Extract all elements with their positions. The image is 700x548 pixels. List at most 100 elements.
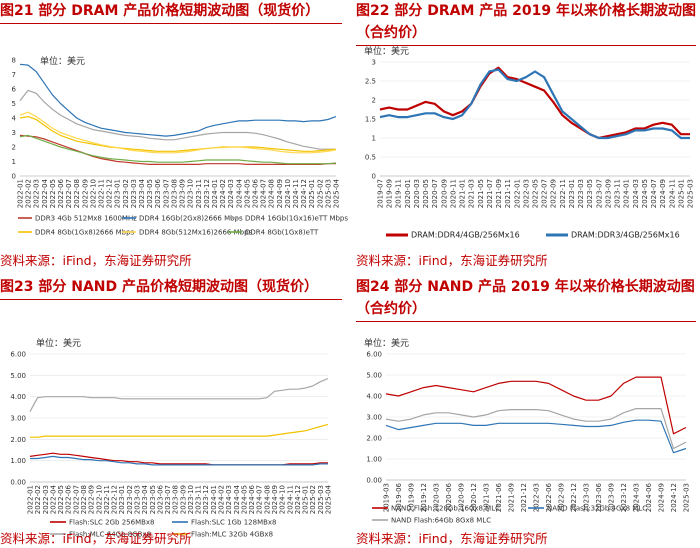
x-tick-label: 2023-11 (195, 485, 203, 514)
x-tick-label: 2022-06 (65, 484, 73, 514)
x-tick-label: 2020-03 (433, 483, 441, 512)
x-tick-label: 2023-01 (568, 179, 576, 208)
y-tick-label: 6 (12, 86, 17, 94)
x-tick-label: 2023-11 (614, 179, 622, 208)
x-tick-label: 2022-02 (34, 485, 42, 514)
x-tick-label: 2022-03 (33, 179, 41, 208)
x-tick-label: 2024-01 (211, 179, 219, 208)
y-tick-label: 5.00 (10, 372, 26, 380)
x-tick-label: 2023-12 (620, 483, 628, 512)
y-tick-label: 0.5 (365, 154, 376, 162)
x-tick-label: 2021-03 (483, 483, 491, 512)
legend-label: NAND Flash:128Gb 16Gx8 MLC (391, 505, 500, 513)
source-note: 资料来源：iFind，东海证券研究所 (356, 253, 548, 268)
y-tick-label: 1.00 (366, 456, 382, 464)
legend-label: Flash:MLC 64Gb 8GBx8 (69, 531, 151, 539)
x-tick-label: 2023-09 (179, 179, 187, 208)
x-tick-label: 2024-12 (670, 483, 678, 512)
x-tick-label: 2021-07 (486, 179, 494, 208)
x-tick-label: 2023-02 (122, 179, 130, 208)
x-tick-label: 2025-02 (316, 179, 324, 208)
unit-label: 单位：美元 (36, 337, 81, 349)
x-tick-label: 2019-03 (383, 483, 391, 512)
x-tick-label: 2023-06 (154, 178, 162, 208)
x-tick-label: 2022-04 (41, 178, 49, 208)
legend-label: DDR4 8Gb(1Gx8)2666 Mbps (35, 229, 135, 237)
y-tick-label: 4 (12, 115, 17, 123)
x-tick-label: 2024-07 (260, 179, 268, 208)
x-tick-label: 2023-09 (608, 483, 616, 512)
x-tick-label: 2022-12 (111, 485, 119, 514)
y-tick-label: 3.00 (10, 415, 26, 423)
series-line-1 (19, 134, 336, 166)
x-tick-label: 2023-03 (583, 483, 591, 512)
x-tick-label: 2022-12 (106, 179, 114, 208)
x-tick-label: 2022-12 (570, 483, 578, 512)
x-tick-label: 2022-07 (541, 179, 549, 208)
x-tick-label: 2022-05 (49, 179, 57, 208)
legend-label: DRAM:DDR4/4GB/256Mx16 (411, 231, 520, 240)
y-tick-label: 1.00 (10, 457, 26, 465)
y-tick-label: 2.00 (10, 436, 26, 444)
y-tick-label: 5.00 (366, 372, 382, 380)
y-tick-label: 0 (372, 173, 376, 181)
x-tick-label: 2023-04 (141, 484, 149, 514)
x-tick-label: 2020-03 (413, 179, 421, 208)
x-tick-label: 2025-01 (302, 485, 310, 514)
x-tick-label: 2020-09 (458, 483, 466, 512)
y-tick-label: 3.00 (366, 414, 382, 422)
x-tick-label: 2024-01 (210, 485, 218, 514)
x-tick-label: 2023-07 (164, 485, 172, 514)
x-tick-label: 2025-03 (317, 485, 325, 514)
x-tick-label: 2022-03 (42, 485, 50, 514)
y-tick-label: 5 (12, 100, 16, 108)
y-tick-label: 0 (12, 173, 16, 181)
x-tick-label: 2025-03 (324, 179, 332, 208)
x-tick-label: 2022-10 (95, 485, 103, 514)
y-tick-label: 3 (12, 129, 16, 137)
x-tick-label: 2023-08 (172, 485, 180, 514)
y-tick-label: 2.00 (366, 435, 382, 443)
x-tick-label: 2023-06 (156, 484, 164, 514)
x-tick-label: 2024-07 (650, 179, 658, 208)
x-tick-label: 2025-01 (677, 179, 685, 208)
legend-label: NAND Flash:64Gb 8Gx8 MLC (391, 517, 491, 525)
y-tick-label: 4.00 (10, 393, 26, 401)
unit-label: 单位：美元 (364, 337, 409, 349)
series-line-4 (19, 115, 337, 152)
x-tick-label: 2025-02 (309, 485, 317, 514)
x-tick-label: 2023-10 (187, 179, 195, 208)
x-tick-label: 2022-11 (98, 179, 106, 208)
x-tick-label: 2021-09 (495, 179, 503, 208)
x-tick-label: 2024-05 (243, 179, 251, 208)
x-tick-label: 2020-11 (449, 179, 457, 208)
series-line-2 (19, 63, 337, 137)
legend-label: DRAM:DDR3/4GB/256Mx16 (571, 231, 680, 240)
x-tick-label: 2023-09 (604, 179, 612, 208)
y-tick-label: 8 (12, 57, 16, 65)
x-tick-label: 2024-12 (294, 485, 302, 514)
x-tick-label: 2023-01 (114, 179, 122, 208)
x-tick-label: 2022-04 (49, 484, 57, 514)
x-tick-label: 2023-12 (202, 485, 210, 514)
x-tick-label: 2021-09 (508, 483, 516, 512)
panel-fig23: 图23 部分 NAND 产品价格短期波动图（现货价） 单位：美元 0.00 1.00… (0, 276, 348, 548)
x-tick-label: 2022-07 (72, 485, 80, 514)
y-tick-label: 4.00 (366, 393, 382, 401)
x-tick-label: 2021-03 (468, 179, 476, 208)
x-tick-label: 2023-03 (133, 485, 141, 514)
series-line-2 (379, 68, 690, 140)
x-tick-label: 2022-11 (103, 485, 111, 514)
x-tick-label: 2022-10 (89, 179, 97, 208)
x-tick-label: 2019-11 (395, 179, 403, 208)
legend-label: DDR4 8Gb(1Gx8)eTT (245, 229, 319, 237)
x-tick-label: 2024-04 (235, 178, 243, 208)
figure-title: 图23 部分 NAND 产品价格短期波动图（现货价） (0, 276, 342, 300)
x-tick-label: 2024-09 (276, 179, 284, 208)
series-line-3 (29, 377, 329, 412)
x-tick-label: 2021-11 (504, 179, 512, 208)
panel-fig22: 图22 部分 DRAM 产品 2019 年以来价格长期波动图（合约价） 单位：美… (356, 0, 700, 270)
x-tick-label: 2022-11 (559, 179, 567, 208)
x-tick-label: 2024-03 (633, 483, 641, 512)
